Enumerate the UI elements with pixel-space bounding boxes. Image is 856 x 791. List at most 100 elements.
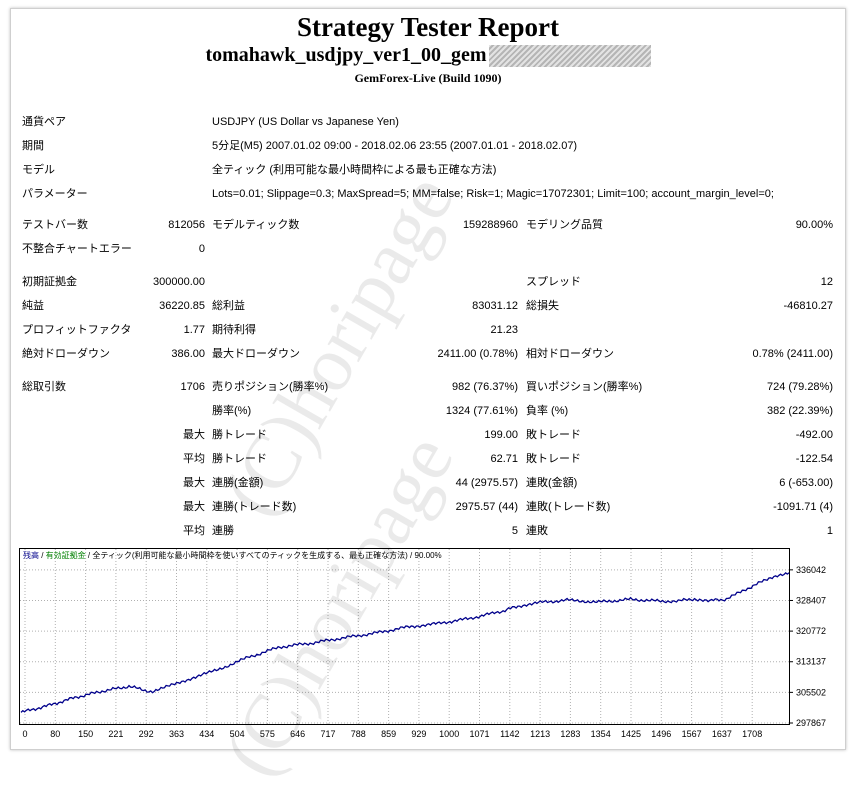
spread-label: スプレッド [526, 276, 581, 288]
gross-loss-label: 総損失 [526, 300, 559, 312]
plot-frame [19, 548, 790, 725]
legend-equity: 有効証拠金 [46, 550, 86, 560]
gross-profit-label: 総利益 [212, 300, 245, 312]
cons-loss-label: 連敗(トレード数) [526, 501, 611, 513]
period-value: 5分足(M5) 2007.01.02 09:00 - 2018.02.06 23… [212, 140, 578, 152]
expected-payoff-value: 21.23 [490, 324, 518, 336]
report-subtitle: tomahawk_usdjpy_ver1_00_gem [0, 44, 856, 68]
rel-drawdown-value: 0.78% (2411.00) [752, 348, 833, 360]
largest-loss-label: 敗トレード [526, 429, 581, 441]
x-tick-label: 221 [108, 729, 123, 739]
win-rate-value: 1324 (77.61%) [445, 405, 518, 417]
profit-factor-value: 1.77 [183, 324, 205, 336]
ticks-value: 159288960 [462, 219, 518, 231]
avg-win-value: 62.71 [490, 453, 518, 465]
max-cons-prefix: 最大 [183, 477, 205, 489]
legend-balance: 残高 [23, 550, 39, 560]
x-tick-label: 292 [139, 729, 154, 739]
net-profit-value: 36220.85 [159, 300, 205, 312]
abs-drawdown-value: 386.00 [171, 348, 205, 360]
max-drawdown-value: 2411.00 (0.78%) [437, 348, 518, 360]
x-tick-label: 1142 [500, 729, 519, 739]
avg-cons-losses-label: 連敗 [526, 525, 548, 537]
total-trades-value: 1706 [180, 381, 205, 393]
max-drawdown-label: 最大ドローダウン [212, 348, 300, 360]
cons-wins-money-value: 44 (2975.57) [455, 477, 518, 489]
quality-label: モデリング品質 [526, 219, 603, 231]
avg-win-label: 勝トレード [212, 453, 267, 465]
expert-name: tomahawk_usdjpy_ver1_00_gem [205, 44, 487, 66]
long-positions-value: 724 (79.28%) [766, 381, 833, 393]
spread-value: 12 [820, 276, 833, 288]
parameters-value: Lots=0.01; Slippage=0.3; MaxSpread=5; MM… [212, 188, 774, 200]
loss-rate-label: 負率 (%) [526, 405, 569, 417]
parameters-label: パラメーター [22, 188, 88, 200]
y-tick-label: 313137 [796, 657, 826, 667]
x-tick-labels: 0 80 150 221 292 363 434 504 575 646 717 788 859 929 1… [22, 729, 762, 739]
symbol-value: USDJPY (US Dollar vs Japanese Yen) [212, 116, 399, 128]
loss-rate-value: 382 (22.39%) [766, 405, 833, 417]
build-info: GemForex-Live (Build 1090) [354, 71, 502, 85]
y-tick-label: 297867 [796, 718, 826, 728]
deposit-label: 初期証拠金 [22, 276, 77, 288]
cons-wins-money-label: 連勝(金額) [212, 477, 264, 489]
errors-value: 0 [198, 243, 205, 255]
average-prefix: 平均 [183, 453, 205, 465]
cons-losses-money-label: 連敗(金額) [526, 477, 578, 489]
expected-payoff-label: 期待利得 [212, 324, 256, 336]
x-tick-label: 1213 [530, 729, 550, 739]
x-tick-label: 788 [351, 729, 366, 739]
largest-loss-value: -492.00 [795, 429, 833, 441]
quality-value: 90.00% [795, 219, 833, 231]
net-profit-label: 純益 [22, 300, 44, 312]
legend-sep-2: / [86, 551, 93, 560]
x-tick-label: 1425 [621, 729, 641, 739]
legend-sep-3: / [408, 551, 415, 560]
x-tick-label: 1354 [591, 729, 611, 739]
profit-factor-label: プロフィットファクタ [22, 324, 132, 336]
y-tick-label: 320772 [796, 626, 826, 636]
x-tick-label: 0 [22, 729, 27, 739]
balance-chart: 0 80 150 221 292 363 434 504 575 646 717 788 859 929 1… [19, 548, 826, 739]
model-value: 全ティック (利用可能な最小時間枠による最も正確な方法) [212, 164, 497, 176]
short-positions-value: 982 (76.37%) [451, 381, 518, 393]
bars-value: 812056 [168, 219, 205, 231]
x-tick-label: 929 [411, 729, 426, 739]
avg-cons-wins-label: 連勝 [212, 525, 234, 537]
gross-loss-value: -46810.27 [783, 300, 833, 312]
x-tick-label: 717 [320, 729, 335, 739]
legend-quality: 90.00% [415, 551, 442, 560]
x-tick-label: 859 [381, 729, 396, 739]
legend-sep-1: / [39, 551, 46, 560]
gross-profit-value: 83031.12 [472, 300, 518, 312]
grid [20, 549, 793, 724]
x-tick-label: 363 [169, 729, 184, 739]
x-tick-label: 434 [199, 729, 214, 739]
win-rate-label: 勝率(%) [212, 405, 252, 417]
cons-loss-value: -1091.71 (4) [773, 501, 833, 513]
largest-win-value: 199.00 [484, 429, 518, 441]
max-cons-count-prefix: 最大 [183, 501, 205, 513]
x-tick-label: 1637 [712, 729, 732, 739]
cons-losses-money-value: 6 (-653.00) [779, 477, 833, 489]
chart-legend: 残高 / 有効証拠金 / 全ティック(利用可能な最小時間枠を使いすべてのティック… [23, 550, 442, 560]
avg-cons-losses-value: 1 [826, 525, 833, 537]
cons-profit-label: 連勝(トレード数) [212, 501, 297, 513]
symbol-label: 通貨ペア [22, 116, 66, 128]
report-title: Strategy Tester Report [297, 12, 559, 42]
avg-cons-prefix: 平均 [183, 525, 205, 537]
ticks-label: モデルティック数 [212, 219, 300, 231]
x-tick-label: 150 [78, 729, 93, 739]
y-tick-label: 305502 [796, 687, 826, 697]
x-tick-label: 646 [290, 729, 305, 739]
largest-win-label: 勝トレード [212, 429, 267, 441]
rel-drawdown-label: 相対ドローダウン [526, 348, 614, 360]
bars-label: テストバー数 [22, 219, 88, 231]
y-tick-label: 336042 [796, 565, 826, 575]
x-tick-label: 504 [230, 729, 245, 739]
y-tick-label: 328407 [796, 595, 826, 605]
redacted-mask [488, 45, 651, 68]
x-tick-label: 80 [50, 729, 60, 739]
avg-cons-wins-value: 5 [511, 525, 518, 537]
largest-prefix: 最大 [183, 429, 205, 441]
